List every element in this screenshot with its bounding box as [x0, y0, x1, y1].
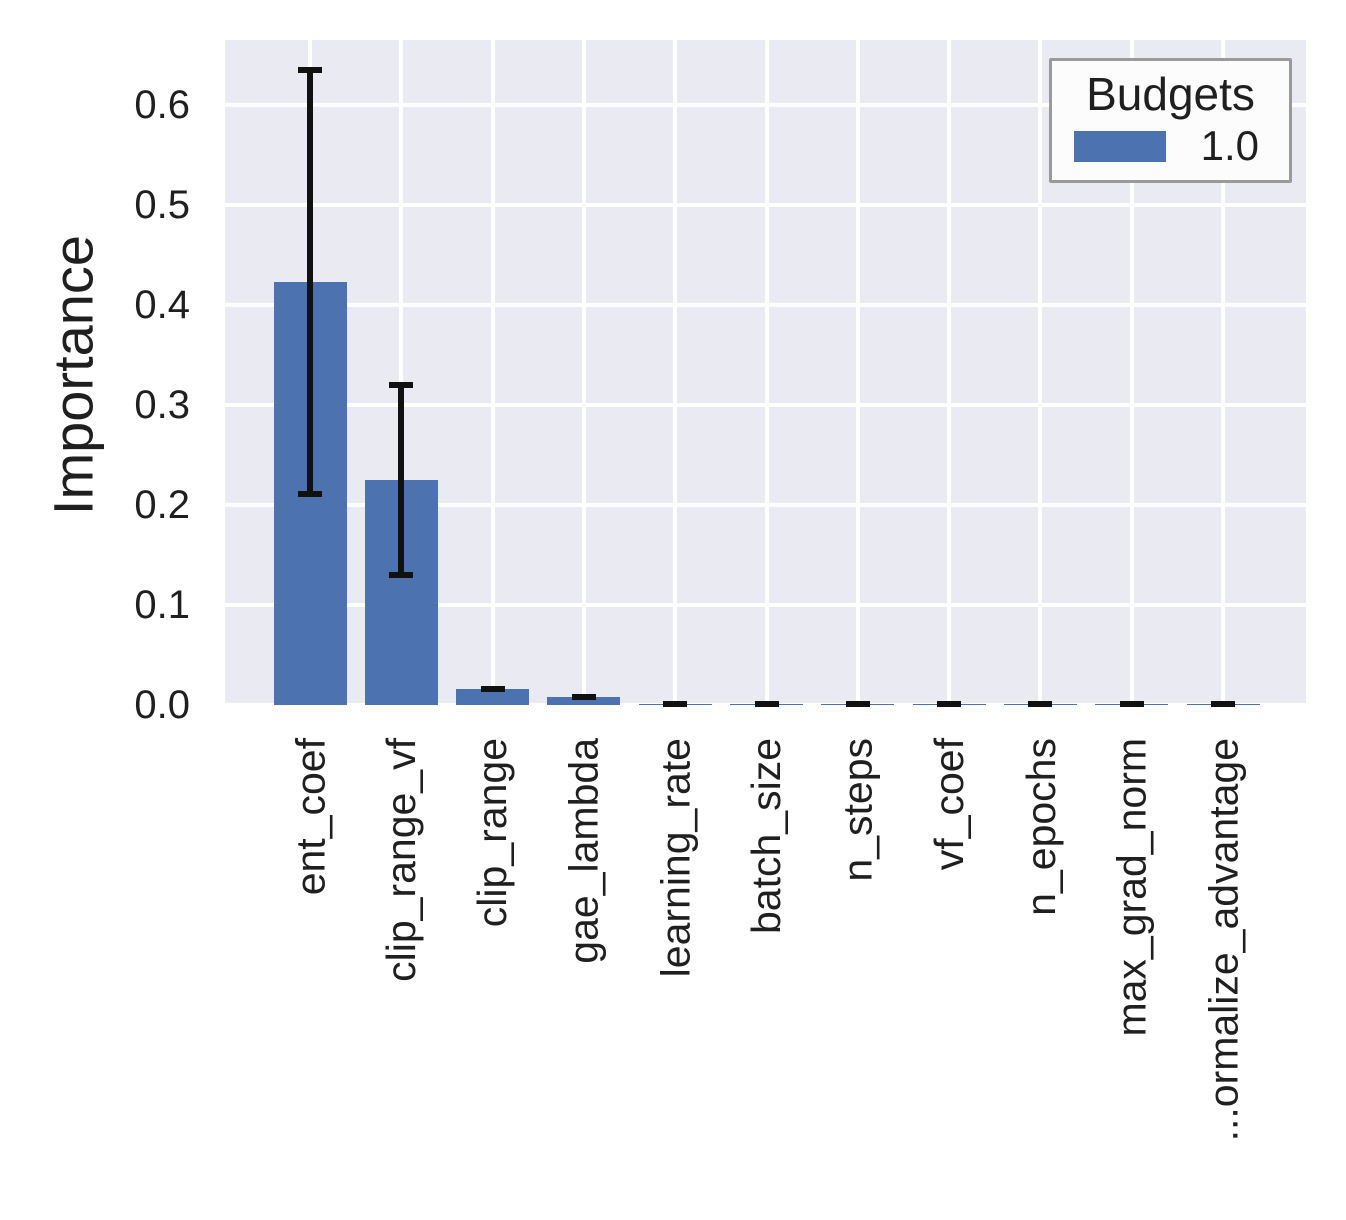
gridline-vertical: [399, 40, 404, 705]
x-tick-label: batch_size: [743, 738, 790, 935]
error-bar-line: [307, 70, 313, 494]
x-tick-label: gae_lambda: [560, 738, 607, 964]
legend-box: Budgets 1.0: [1049, 58, 1292, 183]
error-bar-cap: [389, 382, 414, 388]
y-tick-label: 0.0: [134, 683, 190, 727]
gridline-vertical: [947, 40, 952, 705]
gridline-vertical: [673, 40, 678, 705]
x-tick-label: learning_rate: [652, 738, 699, 978]
error-bar-cap: [1119, 701, 1144, 707]
gridline-vertical: [1221, 40, 1225, 705]
x-tick-label: ...ormalize_advantage: [1200, 738, 1246, 1142]
gridline-vertical: [1129, 40, 1134, 705]
error-bar-cap: [298, 491, 322, 497]
error-bar-cap: [1028, 701, 1053, 707]
error-bar-cap: [389, 572, 414, 578]
error-bar-cap: [480, 686, 505, 692]
y-axis-label: Importance: [41, 234, 105, 516]
gridline-vertical: [764, 40, 769, 705]
error-bar-line: [398, 385, 405, 575]
error-bar-cap: [1211, 701, 1235, 707]
y-tick-label: 0.2: [134, 483, 190, 527]
gridline-vertical: [855, 40, 860, 705]
bar-clip_range: [456, 689, 530, 705]
legend-entry-label: 1.0: [1200, 122, 1259, 169]
error-bar-cap: [845, 701, 870, 707]
legend-title: Budgets: [1086, 68, 1255, 120]
x-tick-label: ent_coef: [287, 738, 333, 896]
legend-color-swatch: [1074, 130, 1166, 162]
x-tick-label: n_epochs: [1017, 738, 1064, 916]
error-bar-cap: [571, 694, 596, 700]
x-tick-label: vf_coef: [926, 738, 973, 871]
gridline-vertical: [581, 40, 586, 705]
gridline-vertical: [1038, 40, 1043, 705]
y-tick-label: 0.5: [134, 183, 190, 227]
error-bar-cap: [937, 701, 962, 707]
gridline-vertical: [490, 40, 495, 705]
x-tick-label: max_grad_norm: [1108, 738, 1155, 1037]
bar-gae_lambda: [547, 697, 621, 705]
error-bar-cap: [663, 701, 688, 707]
y-tick-label: 0.4: [134, 283, 190, 327]
y-tick-label: 0.1: [134, 583, 190, 627]
x-tick-label: clip_range: [469, 738, 516, 928]
y-tick-label: 0.3: [134, 383, 190, 427]
x-tick-label: clip_range_vf: [378, 738, 425, 982]
error-bar-cap: [298, 67, 322, 73]
y-tick-label: 0.6: [134, 83, 190, 127]
x-tick-label: n_steps: [834, 738, 881, 882]
error-bar-cap: [754, 701, 779, 707]
legend-entry: 1.0: [1074, 123, 1267, 169]
